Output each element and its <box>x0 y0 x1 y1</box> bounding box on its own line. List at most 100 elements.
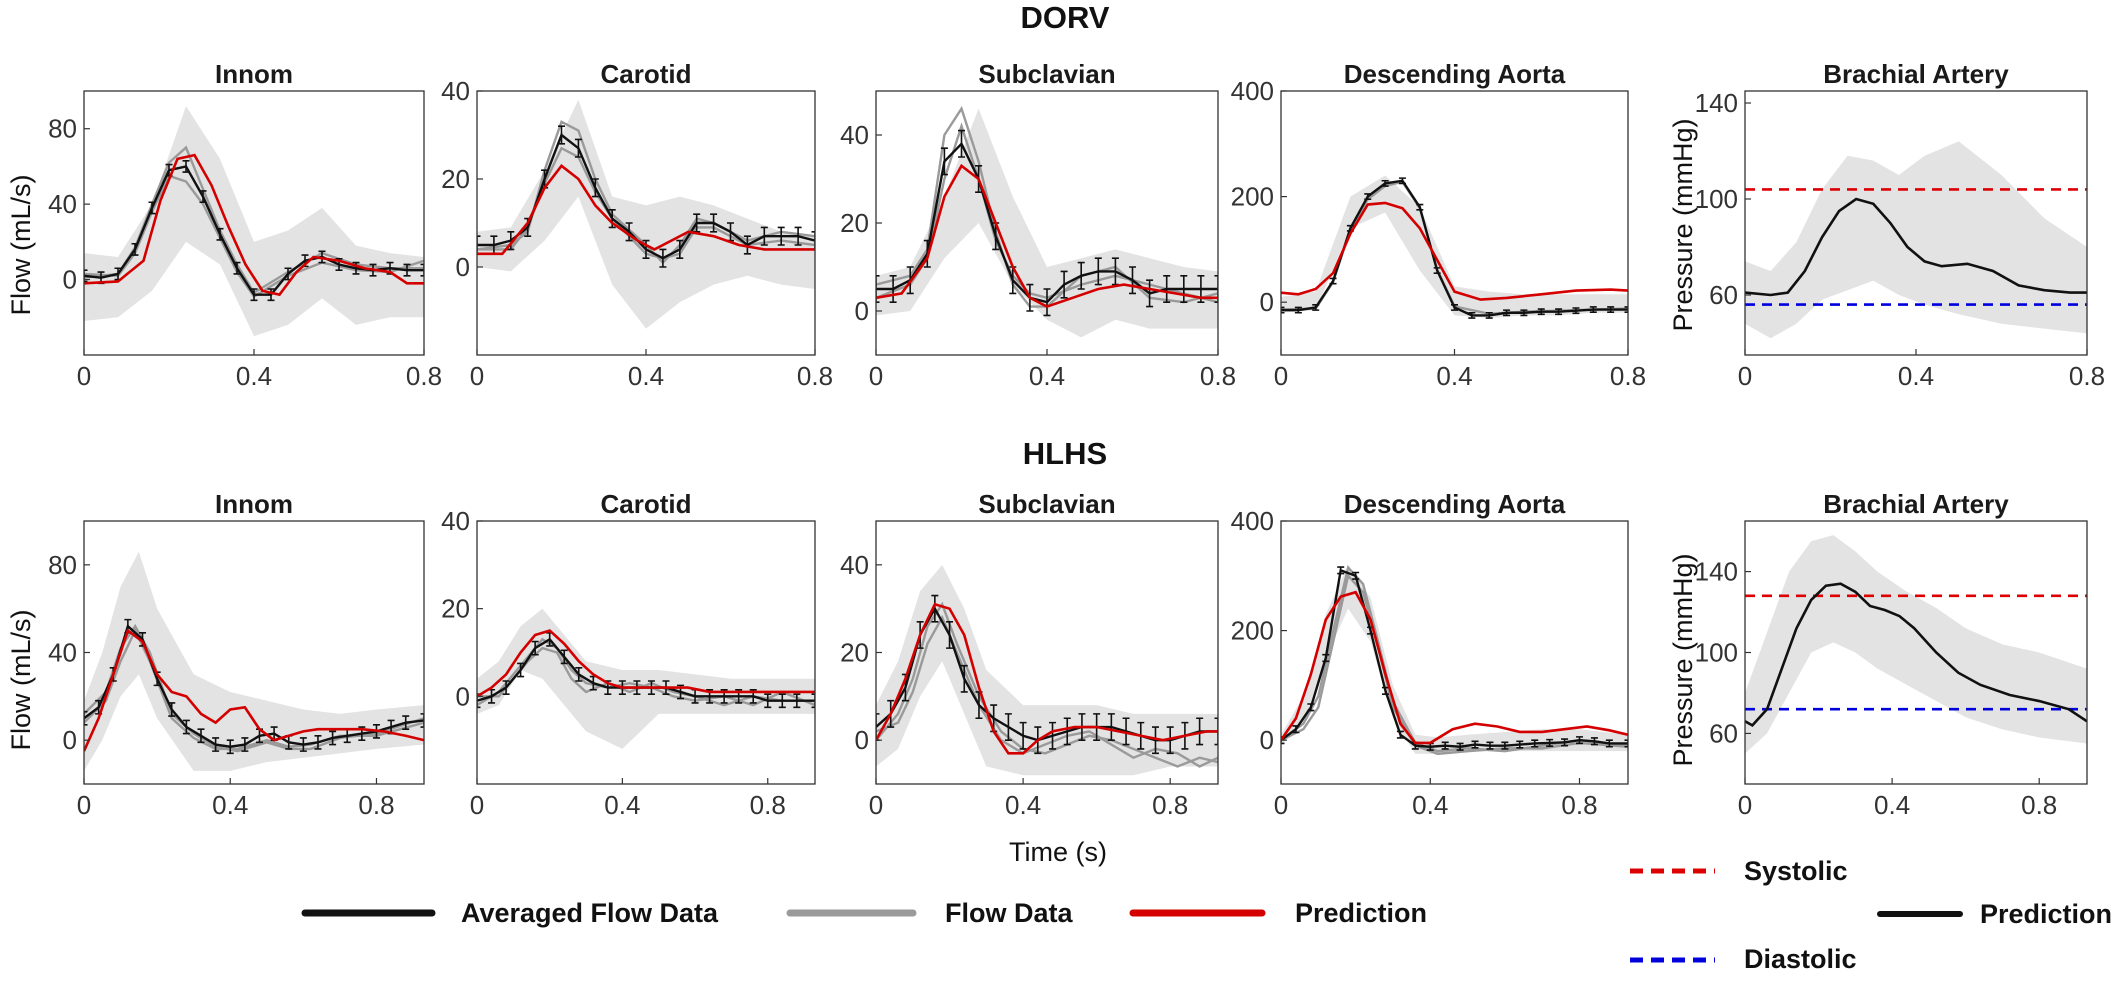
y-tick-label: 60 <box>1709 280 1738 310</box>
legend-label-systolic: Systolic <box>1744 856 1848 886</box>
error-bar <box>1516 740 1524 749</box>
error-bar <box>299 737 307 752</box>
prediction-line <box>1281 201 1628 301</box>
chart-panels: 0 0.4 0.8 0 40 80 Innom 0 0.4 0.8 0 20 40 Carotid 0 0.4… <box>48 59 2105 820</box>
error-bar <box>182 719 190 735</box>
x-tick-label: 0.4 <box>628 361 664 391</box>
y-tick-label: 0 <box>456 252 470 282</box>
plot-frame <box>476 520 816 785</box>
error-bar <box>1572 307 1580 315</box>
plot-area <box>1745 141 2087 339</box>
error-bar <box>1468 311 1476 319</box>
prediction-line <box>477 163 815 256</box>
error-bar <box>1129 266 1136 295</box>
x-tick-label: 0 <box>1274 790 1288 820</box>
error-bar <box>1605 739 1613 748</box>
y-tick-label: 40 <box>840 550 869 580</box>
prediction-line <box>477 629 815 698</box>
error-bar <box>1214 717 1218 746</box>
error-bar <box>1546 738 1554 747</box>
y-tick-label: 200 <box>1231 182 1274 212</box>
y-tick-label: 0 <box>855 725 869 755</box>
error-bar <box>267 288 275 302</box>
uncertainty-band <box>477 608 815 749</box>
error-bar <box>960 664 968 693</box>
error-bar <box>420 263 424 277</box>
error-bar <box>1416 203 1424 211</box>
y-tick-label: 400 <box>1231 76 1274 106</box>
y-tick-label: 80 <box>48 550 77 580</box>
flow-data-line-1 <box>876 601 1218 768</box>
panel-title: Carotid <box>601 59 692 89</box>
error-bar <box>659 248 667 268</box>
error-bar <box>889 275 897 303</box>
pressure-y-label-bottom: Pressure (mmHg) <box>1668 553 1698 766</box>
panel-title: Brachial Artery <box>1823 59 2009 89</box>
plot-area <box>1745 535 2087 754</box>
flow-y-label-bottom: Flow (mL/s) <box>6 610 36 751</box>
error-bar <box>811 693 815 709</box>
error-bar <box>1049 721 1057 750</box>
x-tick-label: 0 <box>1274 361 1288 391</box>
error-bar <box>1166 726 1174 755</box>
error-bar <box>420 713 424 728</box>
uncertainty-band <box>876 564 1218 776</box>
panel-title: Descending Aorta <box>1344 489 1566 519</box>
error-bar <box>182 159 190 173</box>
error-bar <box>575 667 583 682</box>
uncertainty-band <box>1745 535 2087 754</box>
uncertainty-band <box>84 106 424 337</box>
error-bar <box>1352 571 1360 580</box>
error-bar <box>558 125 565 145</box>
x-tick-label: 0.8 <box>406 361 442 391</box>
error-bar <box>1163 275 1171 303</box>
x-tick-label: 0.4 <box>1874 790 1910 820</box>
averaged-flow-line <box>1281 568 1628 748</box>
error-bar <box>241 737 249 752</box>
y-tick-label: 20 <box>441 594 470 624</box>
error-bar <box>1063 717 1071 746</box>
flow-data-line-2 <box>876 614 1218 768</box>
panel-dorv-innom: 0 0.4 0.8 0 40 80 Innom <box>48 59 442 391</box>
panel-title: Innom <box>215 489 293 519</box>
error-bar <box>958 129 965 158</box>
x-tick-label: 0 <box>869 790 883 820</box>
y-tick-label: 140 <box>1695 557 1738 587</box>
error-bar <box>148 201 156 215</box>
panel-dorv-carotid: 0 0.4 0.8 0 20 40 Carotid <box>441 59 833 391</box>
x-tick-label: 0 <box>77 361 91 391</box>
x-tick-label: 0.8 <box>358 790 394 820</box>
flow-y-label-top: Flow (mL/s) <box>6 175 36 316</box>
y-tick-label: 80 <box>48 114 77 144</box>
y-tick-label: 140 <box>1695 88 1738 118</box>
error-bar <box>1441 741 1449 750</box>
y-tick-label: 40 <box>441 506 470 536</box>
y-tick-label: 0 <box>855 296 869 326</box>
x-tick-label: 0 <box>869 361 883 391</box>
plot-area <box>477 99 815 329</box>
error-bar <box>1607 306 1615 314</box>
y-tick-label: 40 <box>441 76 470 106</box>
error-bar <box>676 239 684 259</box>
error-bar <box>1451 304 1458 311</box>
pressure-legend: Systolic Diastolic Prediction <box>1630 856 2112 974</box>
panel-hlhs-descending-aorta: 0 0.4 0.8 0 200 400 Descending Aorta <box>1231 489 1629 820</box>
plot-area <box>1281 175 1628 319</box>
error-bar <box>1337 566 1345 575</box>
x-tick-label: 0 <box>470 790 484 820</box>
error-bar <box>250 288 258 302</box>
error-bar <box>1180 275 1188 303</box>
x-tick-label: 0.8 <box>2069 361 2105 391</box>
legend-label-diastolic: Diastolic <box>1744 944 1857 974</box>
error-bar <box>1307 703 1315 712</box>
error-bar <box>517 662 525 678</box>
error-bar <box>743 235 751 255</box>
error-bar <box>1077 261 1085 290</box>
error-bar <box>1590 737 1598 746</box>
y-tick-label: 200 <box>1231 616 1274 646</box>
error-bar <box>233 261 241 275</box>
panel-title: Subclavian <box>978 59 1115 89</box>
y-tick-label: 60 <box>1709 718 1738 748</box>
prediction-line <box>876 163 1218 309</box>
row-title-dorv: DORV <box>1020 0 1109 35</box>
